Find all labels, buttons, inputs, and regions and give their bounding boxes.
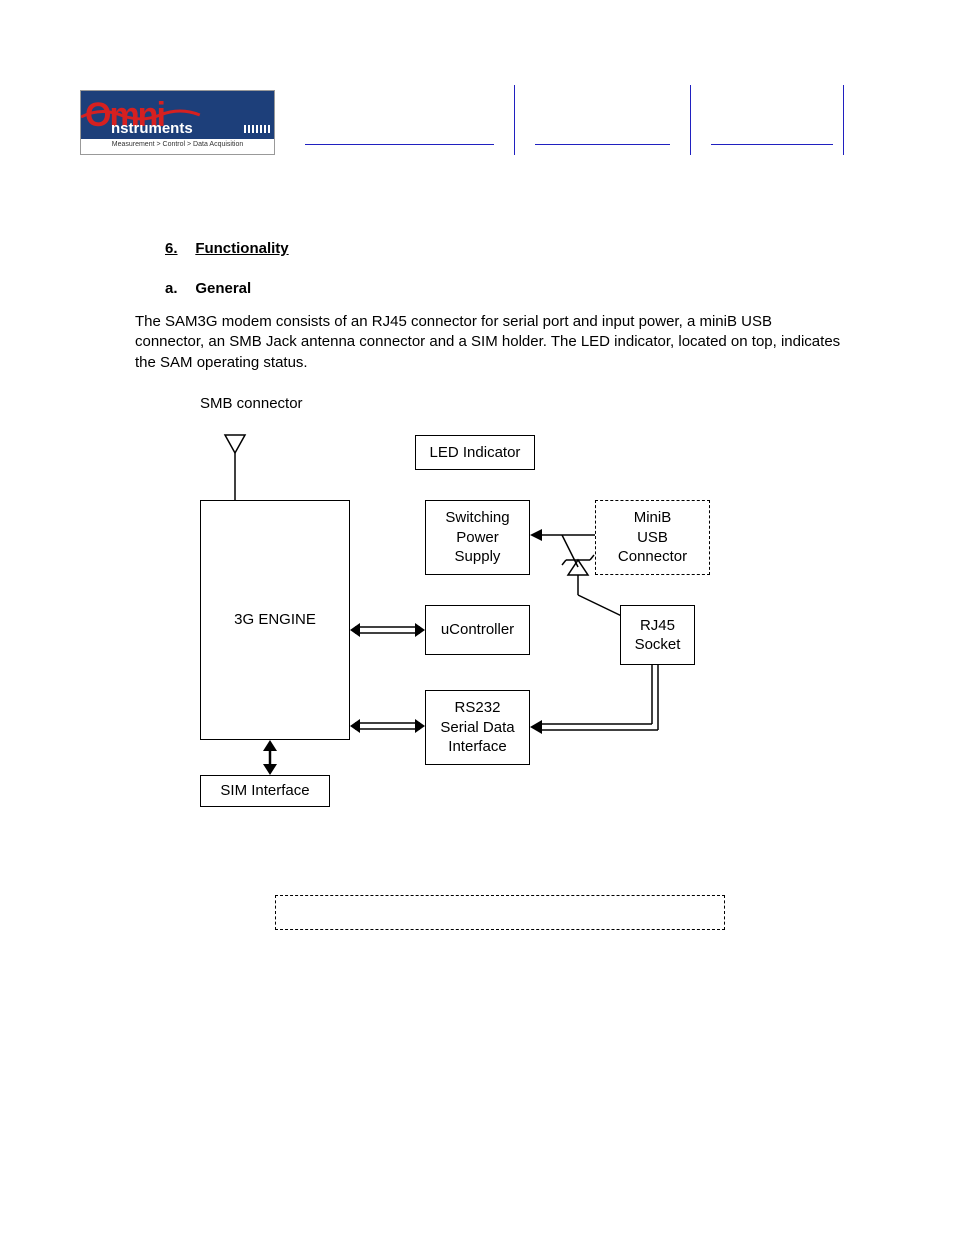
section-title: Functionality <box>195 240 288 257</box>
header-vline-1 <box>514 85 515 155</box>
header-rule-2 <box>535 144 670 145</box>
paragraph: The SAM3G modem consists of an RJ45 conn… <box>135 312 844 373</box>
node-3g-engine: 3G ENGINE <box>200 500 350 740</box>
node-minib-usb-connector: MiniBUSBConnector <box>595 500 710 575</box>
dashed-box-bottom <box>275 895 725 930</box>
conn-engine-sim <box>263 740 277 775</box>
logo: Omni nstruments Measurement > Control > … <box>80 90 275 155</box>
section-number: 6. <box>165 240 178 257</box>
conn-engine-ucontroller <box>350 623 425 637</box>
subsection-heading: a. General <box>165 280 844 298</box>
header-vline-3 <box>843 85 844 155</box>
page-header: Omni nstruments Measurement > Control > … <box>80 85 844 155</box>
subsection-title: General <box>195 280 251 297</box>
header-rule-3 <box>711 144 833 145</box>
block-diagram: SMB connector <box>200 395 760 855</box>
content: 6. Functionality a. General The SAM3G mo… <box>135 240 844 373</box>
node-ucontroller: uController <box>425 605 530 655</box>
node-sim-interface: SIM Interface <box>200 775 330 807</box>
node-led-indicator: LED Indicator <box>415 435 535 470</box>
node-rs232-interface: RS232Serial DataInterface <box>425 690 530 765</box>
node-rj45-socket: RJ45Socket <box>620 605 695 665</box>
antenna-icon <box>225 435 245 500</box>
conn-engine-rs232 <box>350 719 425 733</box>
logo-wave-icon <box>81 107 274 121</box>
logo-brand-bottom: nstruments <box>111 120 193 137</box>
subsection-letter: a. <box>165 280 178 297</box>
section-heading: 6. Functionality <box>165 240 844 258</box>
header-rule-1 <box>305 144 494 145</box>
conn-rj45-rs232 <box>530 665 658 734</box>
logo-bar-icon <box>244 125 270 133</box>
node-switching-power-supply: SwitchingPowerSupply <box>425 500 530 575</box>
logo-tagline: Measurement > Control > Data Acquisition <box>81 139 274 150</box>
header-vline-2 <box>690 85 691 155</box>
